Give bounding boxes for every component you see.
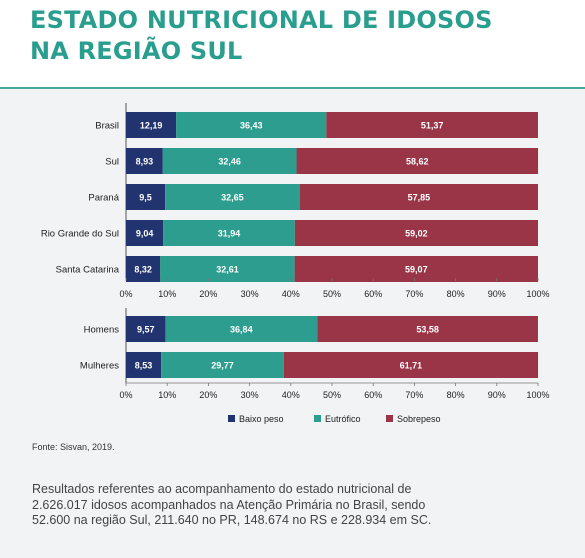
bar-baixo-peso-homens xyxy=(126,316,166,342)
title-line-2: NA REGIÃO SUL xyxy=(30,37,243,65)
data-label-eutrofico-brasil: 36,43 xyxy=(240,121,263,131)
x-tick-label: 20% xyxy=(199,390,217,400)
legend-label-baixo-peso: Baixo peso xyxy=(239,414,284,424)
data-label-baixo-peso-santa-catarina: 8,32 xyxy=(134,265,152,275)
x-tick-label: 70% xyxy=(405,390,423,400)
x-tick-label: 0% xyxy=(119,289,132,299)
legend-swatch-baixo-peso xyxy=(228,415,235,422)
category-label-parana: Paraná xyxy=(88,193,119,204)
x-tick-label: 0% xyxy=(119,390,132,400)
x-tick-label: 80% xyxy=(447,289,465,299)
bar-eutrofico-mulheres xyxy=(161,352,284,378)
data-label-sobrepeso-mulheres: 61,71 xyxy=(400,361,423,371)
bar-baixo-peso-parana xyxy=(126,184,166,210)
bar-baixo-peso-mulheres xyxy=(126,352,162,378)
bar-eutrofico-homens xyxy=(165,316,318,342)
x-tick-label: 90% xyxy=(488,390,506,400)
data-label-eutrofico-homens: 36,84 xyxy=(230,325,253,335)
bar-sobrepeso-homens xyxy=(317,316,538,342)
data-label-eutrofico-mulheres: 29,77 xyxy=(211,361,234,371)
data-label-baixo-peso-rio-grande-do-sul: 9,04 xyxy=(136,229,154,239)
bar-eutrofico-brasil xyxy=(176,112,327,138)
data-label-eutrofico-rio-grande-do-sul: 31,94 xyxy=(218,229,241,239)
data-label-sobrepeso-rio-grande-do-sul: 59,02 xyxy=(405,229,428,239)
x-tick-label: 30% xyxy=(241,289,259,299)
bar-baixo-peso-brasil xyxy=(126,112,177,138)
legend-swatch-eutrofico xyxy=(314,415,321,422)
x-tick-label: 80% xyxy=(447,390,465,400)
x-tick-label: 100% xyxy=(526,390,549,400)
x-tick-label: 60% xyxy=(364,289,382,299)
source-note: Fonte: Sisvan, 2019. xyxy=(32,442,115,452)
legend-label-eutrofico: Eutrófico xyxy=(325,414,361,424)
x-tick-label: 30% xyxy=(241,390,259,400)
bar-eutrofico-rio-grande-do-sul xyxy=(163,220,295,246)
x-tick-label: 40% xyxy=(282,289,300,299)
data-label-baixo-peso-brasil: 12,19 xyxy=(140,121,163,131)
bar-sobrepeso-mulheres xyxy=(283,352,539,378)
bar-sobrepeso-parana xyxy=(299,184,538,210)
data-label-eutrofico-santa-catarina: 32,61 xyxy=(216,265,239,275)
data-label-baixo-peso-parana: 9,5 xyxy=(139,193,152,203)
bar-sobrepeso-rio-grande-do-sul xyxy=(294,220,538,246)
bar-baixo-peso-sul xyxy=(126,148,163,174)
data-label-baixo-peso-homens: 9,57 xyxy=(137,325,155,335)
x-tick-label: 90% xyxy=(488,289,506,299)
bar-eutrofico-santa-catarina xyxy=(160,256,295,282)
page-title: ESTADO NUTRICIONAL DE IDOSOS NA REGIÃO S… xyxy=(30,5,493,67)
x-tick-label: 20% xyxy=(199,289,217,299)
x-tick-label: 50% xyxy=(323,390,341,400)
data-label-sobrepeso-santa-catarina: 59,07 xyxy=(405,265,428,275)
data-label-sobrepeso-sul: 58,62 xyxy=(406,157,429,167)
data-label-baixo-peso-sul: 8,93 xyxy=(136,157,154,167)
data-label-eutrofico-parana: 32,65 xyxy=(221,193,244,203)
x-tick-label: 10% xyxy=(158,289,176,299)
x-tick-label: 50% xyxy=(323,289,341,299)
bar-baixo-peso-santa-catarina xyxy=(126,256,161,282)
category-label-sul: Sul xyxy=(105,157,119,168)
bar-eutrofico-sul xyxy=(162,148,297,174)
category-label-homens: Homens xyxy=(84,325,120,336)
title-line-1: ESTADO NUTRICIONAL DE IDOSOS xyxy=(30,6,493,34)
footnote-text: Resultados referentes ao acompanhamento … xyxy=(32,482,432,527)
bar-baixo-peso-rio-grande-do-sul xyxy=(126,220,164,246)
x-tick-label: 100% xyxy=(526,289,549,299)
category-label-brasil: Brasil xyxy=(95,121,119,132)
category-label-rio-grande-do-sul: Rio Grande do Sul xyxy=(41,229,119,240)
x-tick-label: 60% xyxy=(364,390,382,400)
x-tick-label: 40% xyxy=(282,390,300,400)
data-label-sobrepeso-brasil: 51,37 xyxy=(421,121,444,131)
bar-sobrepeso-sul xyxy=(296,148,539,174)
data-label-sobrepeso-homens: 53,58 xyxy=(416,325,439,335)
bar-eutrofico-parana xyxy=(165,184,300,210)
data-label-sobrepeso-parana: 57,85 xyxy=(408,193,431,203)
x-tick-label: 10% xyxy=(158,390,176,400)
bar-sobrepeso-brasil xyxy=(326,112,538,138)
legend-label-sobrepeso: Sobrepeso xyxy=(397,414,441,424)
data-label-eutrofico-sul: 32,46 xyxy=(218,157,241,167)
category-label-santa-catarina: Santa Catarina xyxy=(56,265,120,276)
category-label-mulheres: Mulheres xyxy=(80,361,119,372)
x-tick-label: 70% xyxy=(405,289,423,299)
bar-sobrepeso-santa-catarina xyxy=(294,256,538,282)
data-label-baixo-peso-mulheres: 8,53 xyxy=(135,361,153,371)
legend-swatch-sobrepeso xyxy=(386,415,393,422)
